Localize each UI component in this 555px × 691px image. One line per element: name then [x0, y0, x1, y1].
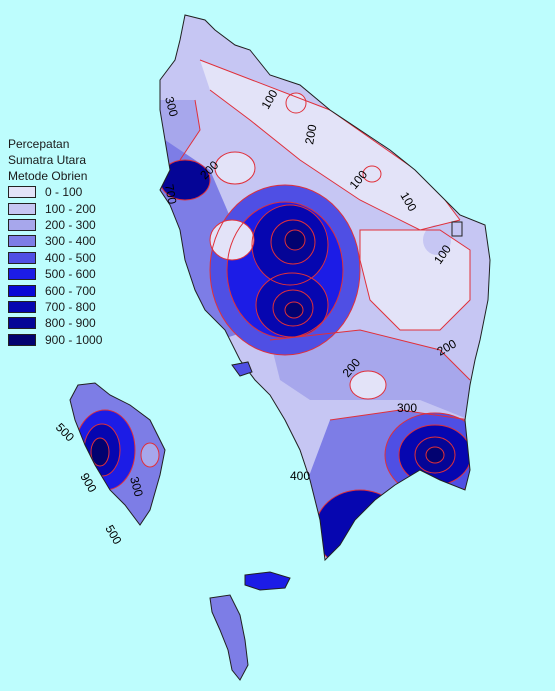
legend-swatch — [8, 218, 36, 231]
legend-item: 700 - 800 — [8, 299, 148, 315]
contour-label: 400 — [290, 469, 310, 483]
legend-swatch — [8, 333, 36, 346]
mainland-sumatra-utara — [159, 14, 491, 562]
legend-item: 800 - 900 — [8, 315, 148, 331]
legend-swatch — [8, 300, 36, 313]
legend-item: 500 - 600 — [8, 266, 148, 282]
nias-island — [69, 382, 166, 526]
contour-label: 700 — [162, 183, 179, 205]
zone-0-100-north — [200, 60, 460, 230]
legend-swatch — [8, 268, 36, 281]
legend-range-label: 100 - 200 — [45, 201, 96, 216]
contour-label: 200 — [302, 123, 319, 145]
legend-item: 300 - 400 — [8, 233, 148, 249]
zone-0-100-east — [360, 230, 470, 330]
legend-title-line-2: Sumatra Utara — [8, 153, 87, 167]
legend-title-line-1: Percepatan — [8, 137, 70, 151]
legend-item: 400 - 500 — [8, 250, 148, 266]
contour-label: 300 — [127, 475, 146, 498]
mainland-coastline — [159, 14, 491, 562]
legend-swatch — [8, 235, 36, 248]
legend-swatch — [8, 251, 36, 264]
legend-range-label: 500 - 600 — [45, 267, 96, 282]
legend-range-label: 900 - 1000 — [45, 332, 103, 347]
legend-range-label: 700 - 800 — [45, 299, 96, 314]
legend-range-label: 0 - 100 — [45, 185, 83, 200]
legend-swatch — [8, 186, 36, 199]
legend-swatch — [8, 284, 36, 297]
contour-label: 300 — [397, 401, 417, 415]
legend-rows: 0 - 100 100 - 200 200 - 300 300 - 400 400 - … — [8, 184, 148, 348]
legend-item: 600 - 700 — [8, 282, 148, 298]
legend-range-label: 400 - 500 — [45, 250, 96, 265]
legend-item: 200 - 300 — [8, 217, 148, 233]
legend-range-label: 600 - 700 — [45, 283, 96, 298]
legend-range-label: 800 - 900 — [45, 316, 96, 331]
legend-swatch — [8, 317, 36, 330]
legend: Percepatan Sumatra Utara Metode Obrien 0… — [8, 136, 148, 348]
legend-item: 100 - 200 — [8, 200, 148, 216]
legend-item: 900 - 1000 — [8, 332, 148, 348]
legend-range-label: 300 - 400 — [45, 234, 96, 249]
contour-lines-mainland — [160, 59, 486, 560]
legend-range-label: 200 - 300 — [45, 217, 96, 232]
legend-swatch — [8, 202, 36, 215]
contour-label: 300 — [162, 95, 181, 118]
legend-item: 0 - 100 — [8, 184, 148, 200]
small-islands — [209, 221, 463, 681]
legend-title-line-3: Metode Obrien — [8, 169, 88, 183]
